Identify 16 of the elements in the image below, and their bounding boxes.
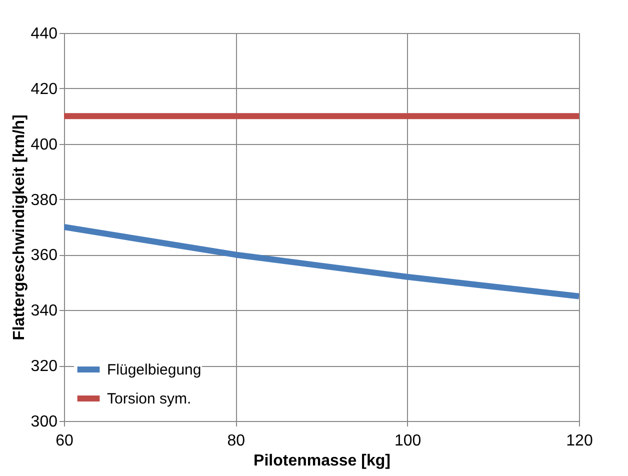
- x-tick-label: 120: [566, 432, 593, 450]
- x-tick-label: 80: [227, 432, 246, 450]
- legend-label: Flügelbiegung: [107, 362, 202, 378]
- y-tick-label: 420: [30, 80, 58, 98]
- legend-label: Torsion sym.: [107, 390, 192, 408]
- y-axis-title: Flattergeschwindigkeit [km/h]: [10, 114, 28, 340]
- y-tick-label: 360: [30, 247, 58, 264]
- y-tick-label: 340: [30, 302, 58, 320]
- x-axis-title: Pilotenmasse [kg]: [254, 452, 390, 470]
- y-tick-label: 320: [30, 358, 58, 376]
- x-tick-label: 60: [56, 432, 74, 450]
- x-tick-label: 100: [394, 432, 422, 450]
- y-tick-label: 400: [30, 136, 58, 154]
- y-tick-label: 440: [30, 26, 58, 42]
- y-tick-label: 380: [30, 192, 58, 209]
- y-tick-label: 300: [30, 414, 58, 430]
